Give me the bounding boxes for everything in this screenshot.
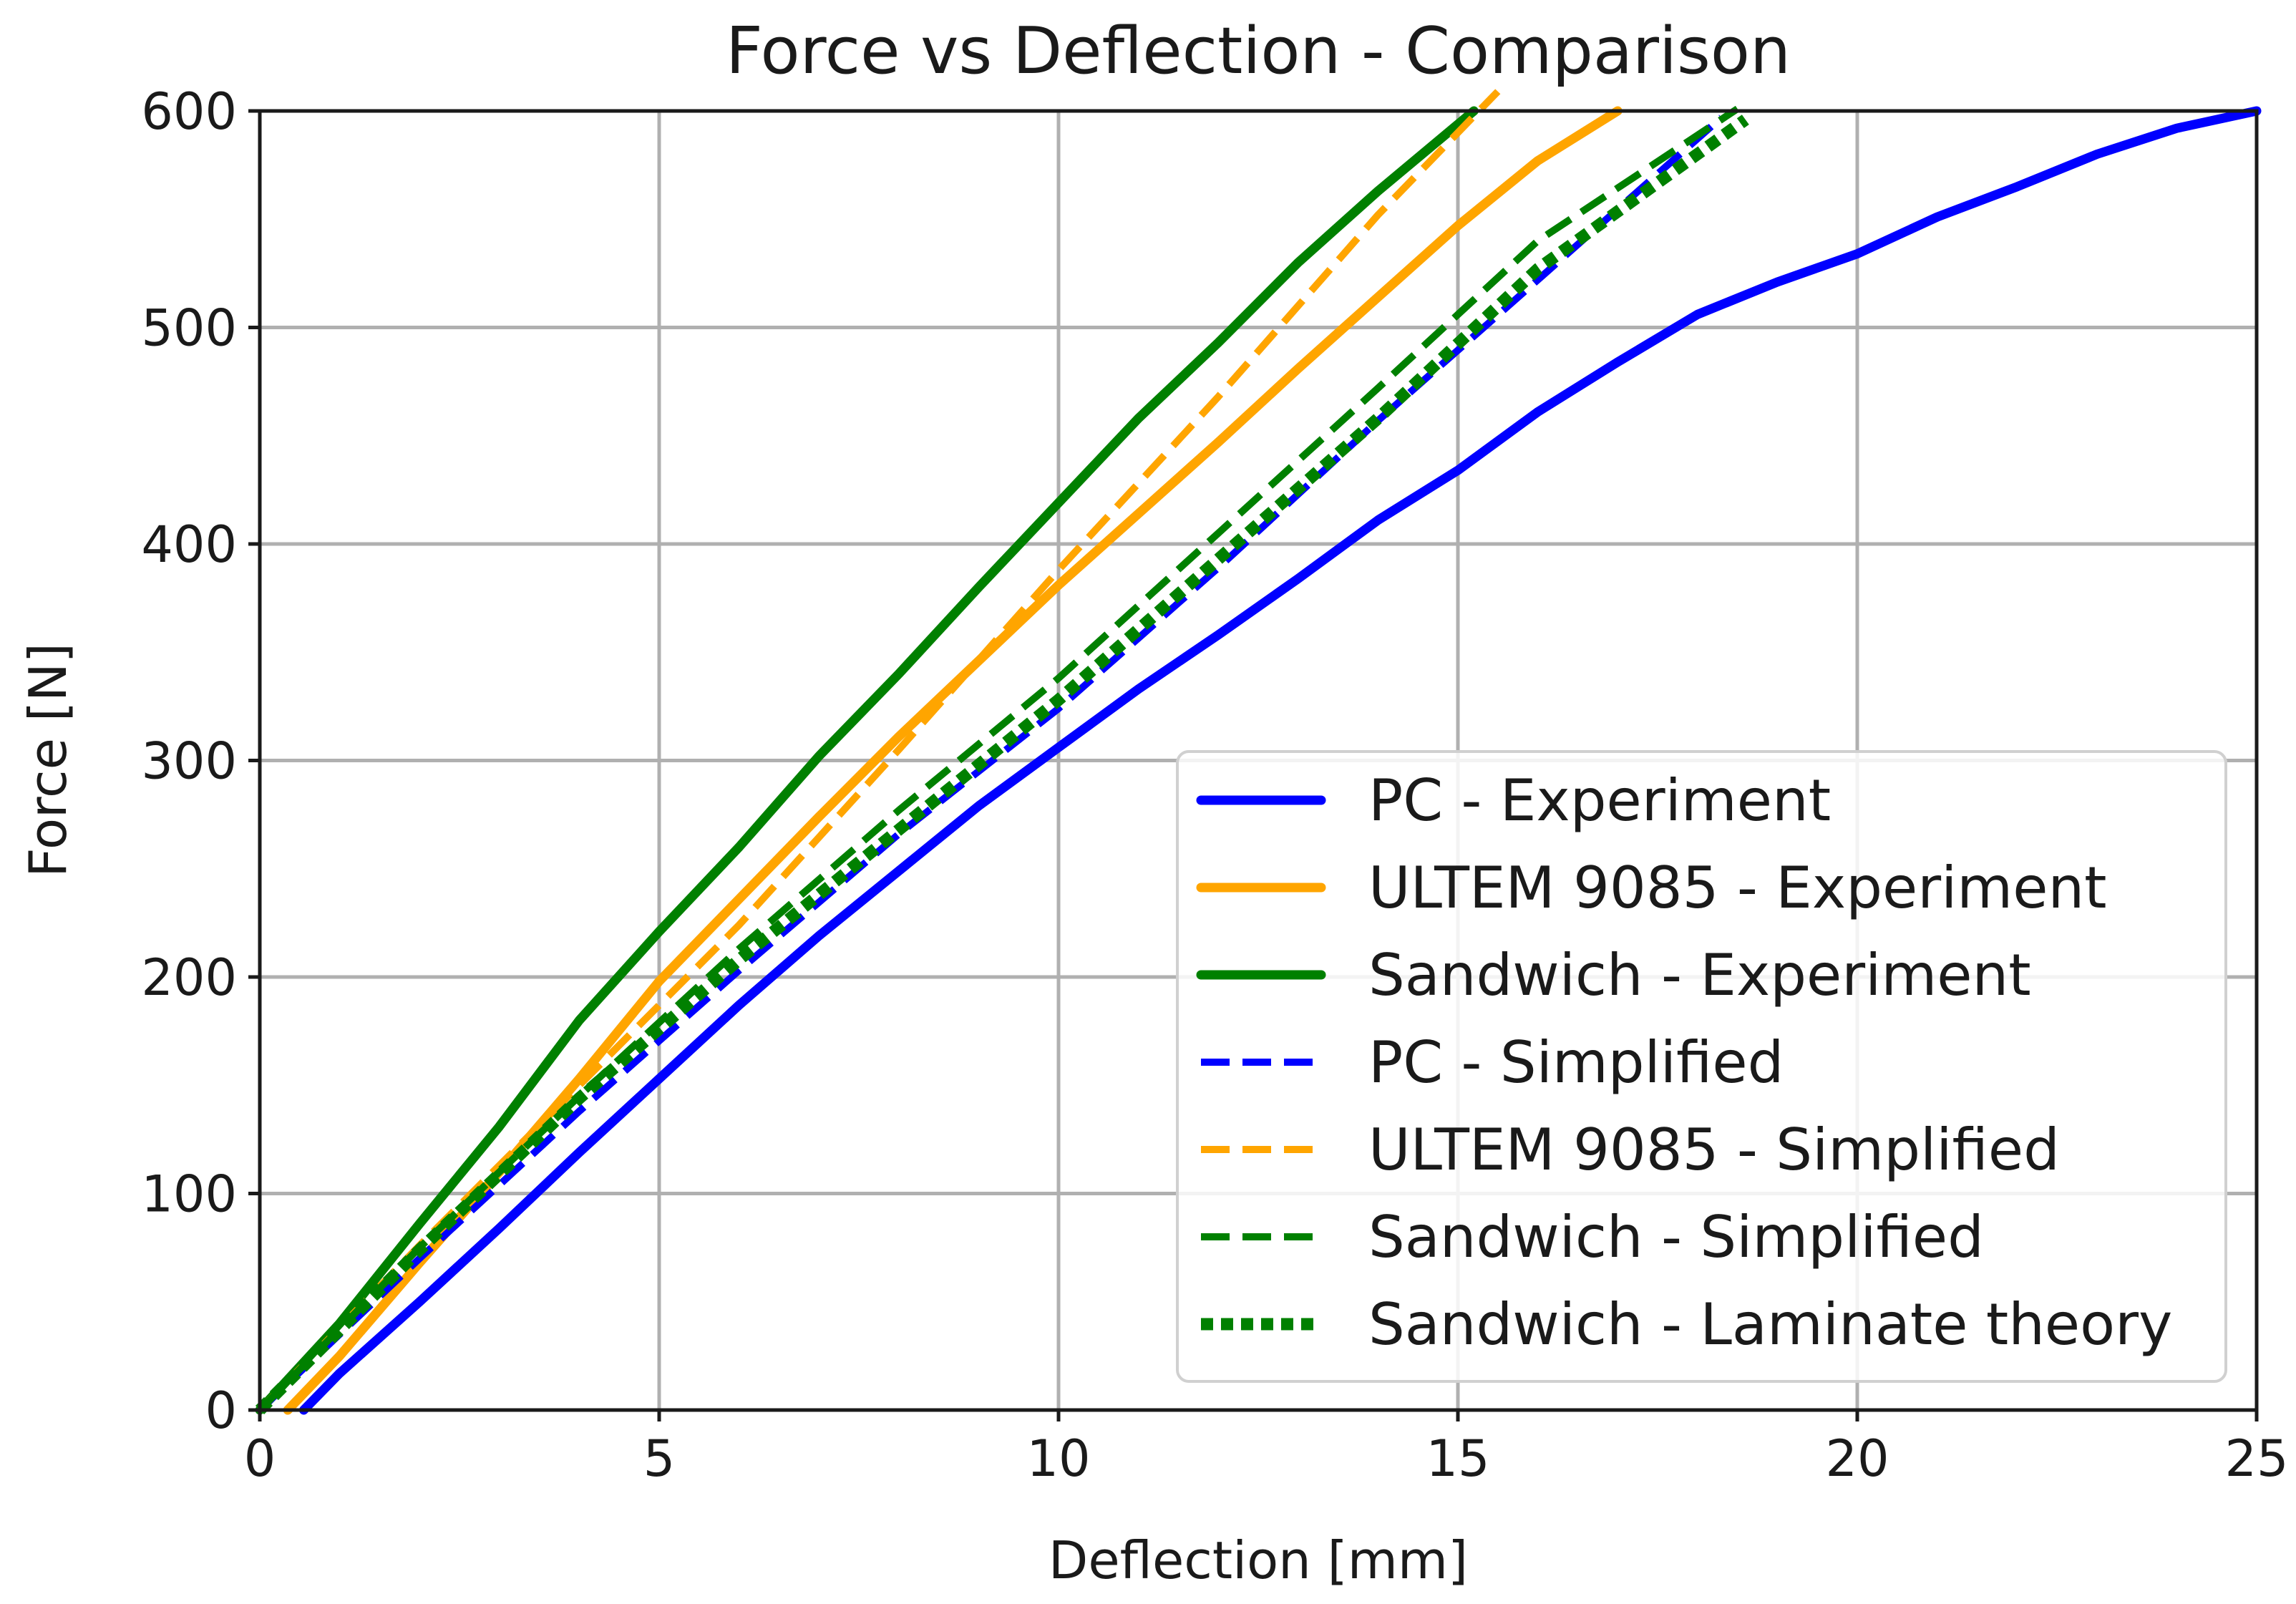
legend-frame: [1176, 750, 2227, 1383]
legend-entries: PC - Experiment ULTEM 9085 - Experiment Sa…: [1196, 767, 2172, 1358]
y-tick-label: 600: [141, 82, 237, 141]
y-tick-label: 400: [141, 515, 237, 574]
legend-label: Sandwich - Simplified: [1368, 1204, 1984, 1270]
x-tick-label: 5: [643, 1429, 676, 1488]
plot-area: [255, 89, 2262, 1415]
x-tick-label: 0: [244, 1429, 276, 1488]
y-tick-label: 100: [141, 1165, 237, 1224]
y-tick-label: 500: [141, 299, 237, 358]
y-tick-label: 300: [141, 732, 237, 791]
x-tick-label: 25: [2224, 1429, 2288, 1488]
x-axis-label: Deflection [mm]: [1049, 1530, 1468, 1590]
chart-title: Force vs Deflection - Comparison: [726, 14, 1791, 89]
series-line-sandwich-simplified: [257, 105, 1740, 1413]
x-tick-label: 20: [1825, 1429, 1889, 1488]
y-tick-label: 0: [205, 1381, 237, 1440]
x-tick-label: 10: [1026, 1429, 1090, 1488]
legend-label: ULTEM 9085 - Experiment: [1368, 855, 2107, 921]
legend-label: ULTEM 9085 - Simplified: [1368, 1117, 2060, 1183]
axis-ticks: 0 5 10 15 20 25 0 100 200 300 400 500 600: [141, 82, 2288, 1488]
legend-label: Sandwich - Laminate theory: [1368, 1291, 2172, 1358]
y-tick-label: 200: [141, 948, 237, 1007]
legend-label: PC - Experiment: [1368, 767, 1831, 834]
series-line-pc-experiment: [298, 106, 2262, 1415]
legend-label: Sandwich - Experiment: [1368, 942, 2031, 1008]
series-line-sandwich-experiment: [255, 106, 1479, 1415]
legend: PC - Experiment ULTEM 9085 - Experiment Sa…: [1176, 750, 2227, 1383]
series-line-sandwich-laminate-theory: [255, 115, 1749, 1415]
legend-label: PC - Simplified: [1368, 1029, 1784, 1096]
x-tick-label: 15: [1426, 1429, 1489, 1488]
y-axis-label: Force [N]: [18, 643, 78, 878]
